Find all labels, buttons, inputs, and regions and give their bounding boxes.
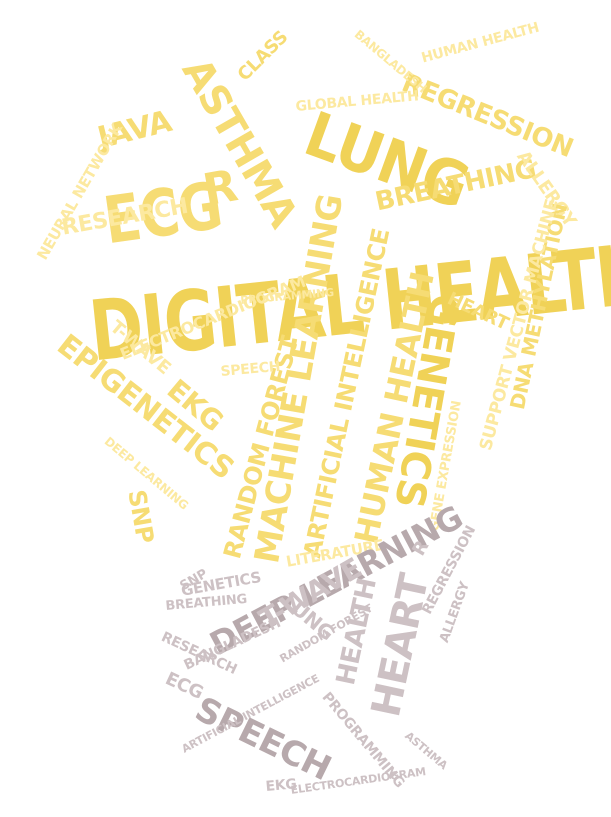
- word-asthma-base: ASTHMA: [402, 729, 450, 773]
- word-bangladesh: BANGLADESH: [351, 27, 430, 96]
- word-ekg-base: EKG: [264, 776, 298, 795]
- word-breathing-base: BREATHING: [164, 591, 248, 614]
- word-class: CLASS: [233, 26, 293, 86]
- word-human-health-small: HUMAN HEALTH: [419, 19, 541, 67]
- word-global-health: GLOBAL HEALTH: [294, 88, 420, 115]
- word-ecg-base: ECG: [161, 668, 207, 704]
- word-snp: SNP: [122, 487, 160, 546]
